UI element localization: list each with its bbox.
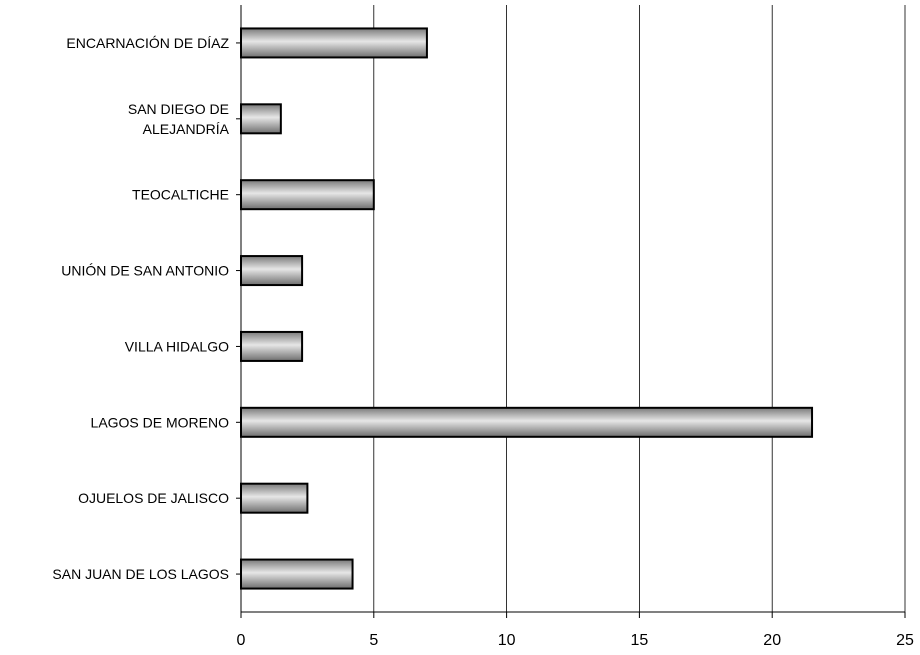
category-label: UNIÓN DE SAN ANTONIO bbox=[61, 263, 229, 279]
x-tick-label: 0 bbox=[237, 632, 246, 649]
category-label: TEOCALTICHE bbox=[132, 187, 229, 203]
category-label: SAN JUAN DE LOS LAGOS bbox=[52, 566, 229, 582]
category-label: OJUELOS DE JALISCO bbox=[78, 490, 229, 506]
bar bbox=[240, 179, 375, 211]
tick-labels: 0 5 10 15 20 25 bbox=[237, 632, 914, 649]
bars bbox=[240, 27, 814, 590]
axes bbox=[236, 5, 906, 618]
x-tick-label: 20 bbox=[763, 632, 781, 649]
category-label: VILLA HIDALGO bbox=[125, 338, 229, 354]
gridlines bbox=[373, 5, 906, 612]
category-label: ALEJANDRÍA bbox=[143, 121, 230, 137]
category-label: LAGOS DE MORENO bbox=[91, 414, 230, 430]
x-tick-label: 15 bbox=[631, 632, 649, 649]
category-labels: ENCARNACIÓN DE DÍAZ SAN DIEGO DE ALEJANDRÍ… bbox=[52, 35, 229, 582]
bar bbox=[240, 330, 304, 362]
bar bbox=[240, 406, 814, 438]
bar bbox=[240, 558, 354, 590]
x-tick-label: 25 bbox=[896, 632, 914, 649]
bar bbox=[240, 482, 309, 514]
category-label: ENCARNACIÓN DE DÍAZ bbox=[66, 35, 229, 51]
bar bbox=[240, 255, 304, 287]
x-tick-label: 10 bbox=[498, 632, 516, 649]
bar bbox=[240, 103, 282, 135]
category-label: SAN DIEGO DE bbox=[128, 101, 229, 117]
x-tick-label: 5 bbox=[369, 632, 378, 649]
bar bbox=[240, 27, 428, 59]
